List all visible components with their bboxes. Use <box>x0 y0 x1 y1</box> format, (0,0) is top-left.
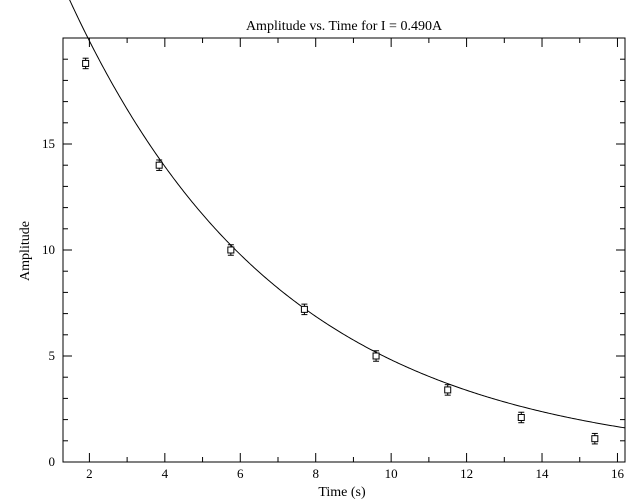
square-marker <box>155 161 163 169</box>
data-point <box>444 384 452 396</box>
y-axis-label: Amplitude <box>18 221 33 281</box>
square-marker <box>227 246 235 254</box>
x-tick-label: 8 <box>312 466 319 481</box>
fit-curve-group <box>69 0 625 429</box>
x-tick-label: 14 <box>536 466 550 481</box>
data-point <box>517 411 525 424</box>
plot-frame <box>62 37 626 463</box>
data-point <box>227 244 235 256</box>
x-tick-label: 16 <box>611 466 625 481</box>
axis-ticks <box>63 37 625 463</box>
x-axis-label: Time (s) <box>318 485 366 499</box>
x-tick-label: 4 <box>162 466 169 481</box>
fit-curve <box>69 0 625 429</box>
y-tick-label: 10 <box>42 242 55 257</box>
data-point <box>591 432 599 445</box>
tick-labels: 2 4 6 8 10 12 14 16 0 5 10 15 <box>42 136 624 481</box>
chart-title: Amplitude vs. Time for I = 0.490A <box>246 19 443 34</box>
x-tick-label: 12 <box>460 466 473 481</box>
square-marker <box>300 305 308 313</box>
y-tick-label: 15 <box>42 136 55 151</box>
square-marker <box>82 59 90 67</box>
plot-border <box>62 37 626 463</box>
square-marker <box>372 352 380 360</box>
data-points <box>82 57 599 445</box>
data-point <box>82 57 90 70</box>
square-marker <box>444 386 452 394</box>
x-tick-label: 6 <box>237 466 244 481</box>
square-marker <box>591 435 599 443</box>
y-tick-label: 0 <box>49 454 56 469</box>
data-point <box>372 350 380 362</box>
square-marker <box>517 413 525 421</box>
data-point <box>300 303 308 316</box>
data-point <box>155 159 163 171</box>
y-tick-label: 5 <box>49 348 56 363</box>
x-tick-label: 10 <box>385 466 398 481</box>
x-tick-label: 2 <box>86 466 93 481</box>
